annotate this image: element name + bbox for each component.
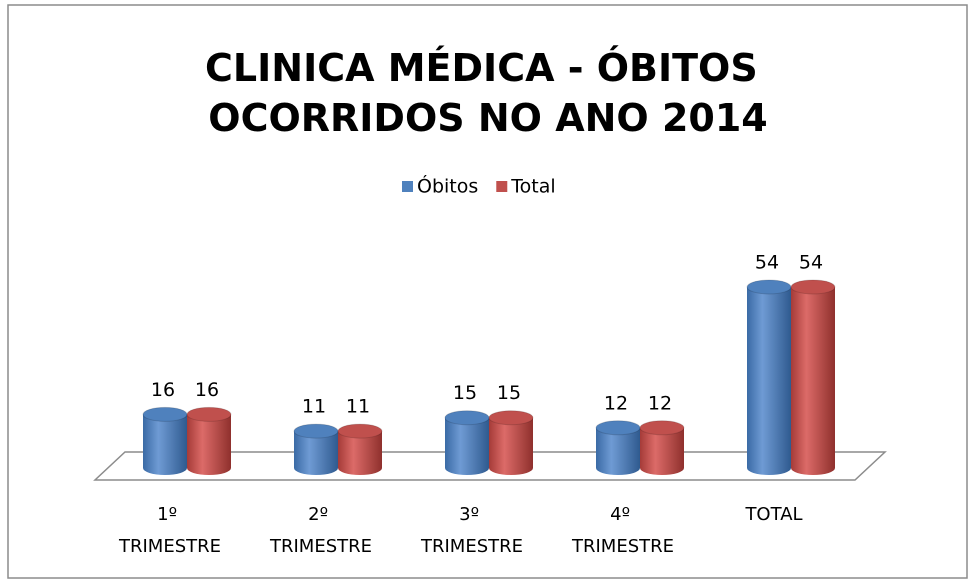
bar-top — [293, 423, 339, 439]
bar — [489, 417, 533, 475]
x-tick-label: 4º TRIMESTRE — [571, 504, 674, 557]
bar-top — [337, 423, 383, 439]
bar-top — [639, 420, 685, 436]
value-label: 15 — [453, 382, 477, 404]
bar-top — [444, 410, 490, 426]
value-label: 11 — [346, 396, 370, 418]
x-tick-label: 1º TRIMESTRE — [118, 504, 221, 557]
bar — [747, 287, 791, 475]
bar — [187, 414, 231, 475]
bar — [338, 431, 382, 475]
value-label: 16 — [151, 379, 175, 401]
bar-top — [488, 410, 534, 426]
value-label: 54 — [755, 252, 779, 274]
value-label: 15 — [497, 382, 521, 404]
x-tick-label: TOTAL — [744, 504, 802, 525]
value-label: 54 — [799, 252, 823, 274]
x-tick-label: 2º TRIMESTRE — [269, 504, 372, 557]
value-label: 12 — [648, 392, 672, 414]
legend-label: Total — [510, 176, 555, 198]
bar — [143, 414, 187, 475]
bar — [445, 417, 489, 475]
bar-top — [142, 406, 188, 422]
bar — [640, 427, 684, 475]
legend-label: Óbitos — [417, 174, 478, 198]
bar — [294, 431, 338, 475]
chart-title: CLINICA MÉDICA - ÓBITOS OCORRIDOS NO ANO… — [205, 46, 771, 140]
bar-top — [790, 279, 836, 295]
legend-swatch — [496, 181, 508, 192]
value-label: 11 — [302, 396, 326, 418]
legend-swatch — [402, 181, 413, 192]
bar — [596, 427, 640, 475]
x-tick-label: 3º TRIMESTRE — [420, 504, 523, 557]
bar-top — [186, 406, 232, 422]
value-label: 16 — [195, 379, 219, 401]
bar-top — [595, 420, 641, 436]
value-label: 12 — [604, 392, 628, 414]
bar — [791, 287, 835, 475]
bar-top — [746, 279, 792, 295]
